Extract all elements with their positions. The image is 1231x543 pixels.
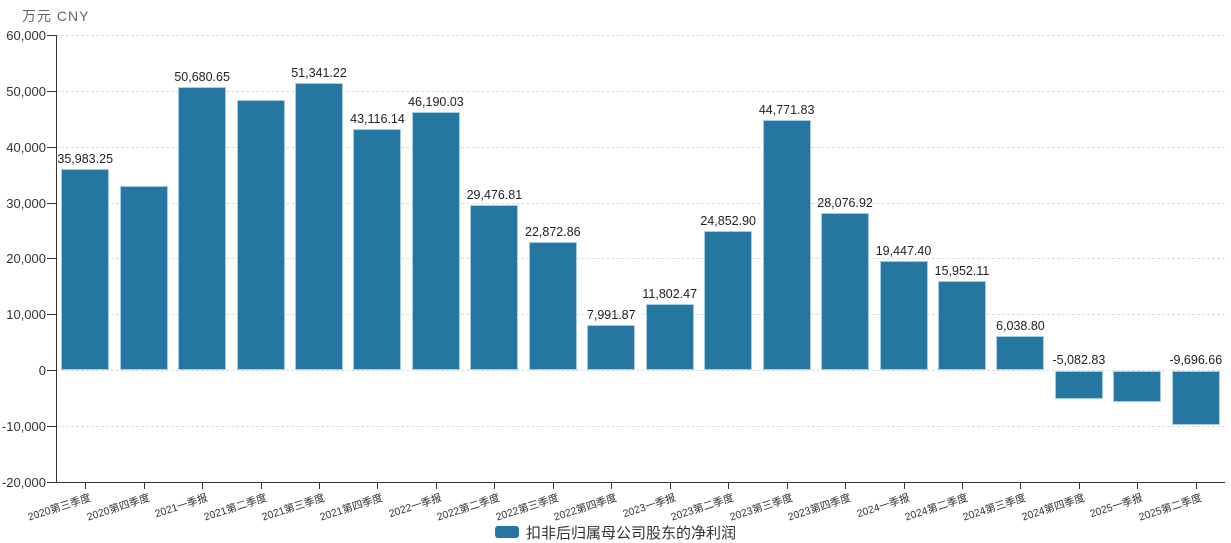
- bar-value-label: 11,802.47: [642, 287, 698, 302]
- y-axis-unit-label: 万元 CNY: [22, 8, 90, 24]
- y-axis-tick: [47, 202, 56, 204]
- chart-bar[interactable]: [528, 242, 577, 370]
- chart-bar[interactable]: [470, 205, 519, 370]
- bar-value-label: 44,771.83: [758, 103, 815, 118]
- chart-bar[interactable]: [879, 261, 928, 370]
- x-axis-tick: [319, 482, 321, 489]
- x-axis-tick: [845, 482, 847, 489]
- y-axis-label: -10,000: [1, 418, 46, 434]
- bar-value-label: -9,696.66: [1169, 353, 1223, 368]
- legend[interactable]: 扣非后归属母公司股东的净利润: [0, 524, 1231, 542]
- y-axis-label: 40,000: [6, 139, 46, 155]
- x-axis-tick: [260, 482, 262, 489]
- x-axis-tick: [728, 482, 730, 489]
- y-axis-label: 10,000: [6, 307, 46, 323]
- chart-bar[interactable]: [704, 231, 753, 371]
- x-axis-tick: [202, 482, 204, 489]
- chart-bar[interactable]: [61, 169, 110, 370]
- chart-bar[interactable]: [645, 304, 694, 370]
- x-axis-tick: [1195, 482, 1197, 489]
- bar-value-label: 43,116.14: [350, 112, 405, 127]
- chart-bar[interactable]: [411, 112, 460, 371]
- chart-bar[interactable]: [1171, 371, 1220, 426]
- y-axis-label: 30,000: [6, 195, 46, 211]
- bar-value-label: 50,680.65: [174, 70, 230, 85]
- y-axis-tick: [47, 314, 56, 316]
- y-axis-tick: [47, 370, 56, 372]
- bar-value-label: 24,852.90: [700, 214, 756, 229]
- gridline: [56, 314, 1225, 316]
- x-axis-tick: [1137, 482, 1139, 489]
- legend-label: 扣非后归属母公司股东的净利润: [525, 524, 736, 542]
- x-axis-tick: [786, 482, 788, 489]
- y-axis-tick: [47, 35, 56, 36]
- bar-value-label: 7,991.87: [586, 308, 636, 323]
- x-axis-line: [56, 481, 1225, 483]
- bar-value-label: 15,952.11: [934, 263, 990, 278]
- gridline: [56, 35, 1225, 36]
- x-axis-tick: [143, 482, 145, 489]
- bar-value-label: 28,076.92: [817, 196, 873, 211]
- y-axis-label: 60,000: [6, 28, 46, 43]
- bar-value-label: 51,341.22: [291, 66, 347, 81]
- y-axis-tick: [47, 146, 56, 148]
- gridline: [56, 425, 1225, 427]
- gridline: [56, 90, 1225, 92]
- chart-bar[interactable]: [587, 325, 636, 370]
- bar-value-label: 6,038.80: [996, 319, 1045, 334]
- chart-bar[interactable]: [821, 213, 870, 371]
- x-axis-tick: [961, 482, 963, 489]
- x-axis-tick: [903, 482, 905, 489]
- bar-value-label: 19,447.40: [875, 244, 932, 259]
- x-axis-tick: [611, 482, 613, 489]
- chart-bar[interactable]: [236, 99, 285, 371]
- x-axis-tick: [435, 482, 437, 489]
- bar-value-label: 29,476.81: [466, 188, 523, 203]
- bar-value-label: 22,872.86: [525, 225, 581, 240]
- x-axis-tick: [377, 482, 379, 489]
- gridline: [56, 370, 1225, 372]
- chart-bar[interactable]: [295, 83, 344, 371]
- x-axis-tick: [1078, 482, 1080, 489]
- x-axis-tick: [85, 482, 87, 489]
- chart-bar[interactable]: [1113, 371, 1162, 403]
- bar-value-label: 35,983.25: [57, 152, 114, 167]
- x-axis-tick: [1020, 482, 1022, 489]
- y-axis-label: 20,000: [6, 251, 46, 267]
- y-axis-tick: [47, 90, 56, 92]
- y-axis-line: [56, 35, 57, 482]
- chart-bar[interactable]: [1054, 371, 1103, 400]
- bar-value-label: 46,190.03: [408, 95, 464, 110]
- chart-bar[interactable]: [353, 129, 402, 370]
- chart-bar[interactable]: [119, 185, 168, 370]
- legend-swatch: [494, 526, 519, 538]
- x-axis-tick: [494, 482, 496, 489]
- y-axis-label: 50,000: [6, 83, 46, 99]
- y-axis-tick: [47, 425, 56, 427]
- y-axis-label: -20,000: [1, 474, 46, 490]
- chart-bar[interactable]: [178, 87, 227, 371]
- chart-bar[interactable]: [762, 120, 811, 370]
- y-axis-label: 0: [38, 363, 46, 379]
- x-axis-tick: [669, 482, 671, 489]
- y-axis-tick: [47, 481, 56, 483]
- gridline: [56, 258, 1225, 260]
- chart-bar[interactable]: [937, 280, 986, 370]
- x-axis-tick: [552, 482, 554, 489]
- y-axis-tick: [47, 258, 56, 260]
- bar-value-label: -5,082.83: [1052, 353, 1106, 368]
- gridline: [56, 202, 1225, 204]
- gridline: [56, 146, 1225, 148]
- chart-bar[interactable]: [996, 336, 1045, 371]
